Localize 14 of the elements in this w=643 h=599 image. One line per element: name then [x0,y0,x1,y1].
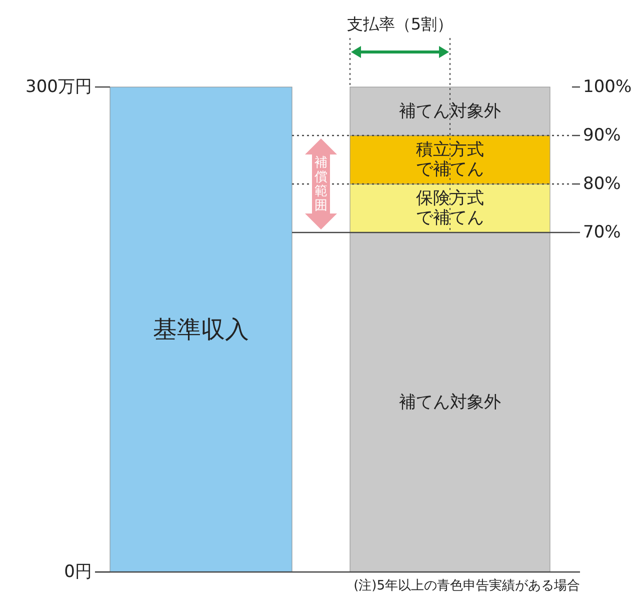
series-label: 補てん対象外 [399,101,501,122]
text: 支払率（5割） [346,14,454,34]
y-tick-label: 300万円 [26,77,92,97]
y2-tick-label: 90% [583,126,621,146]
y-tick-label: 0円 [64,562,92,582]
series-label: 基準収入 [153,316,249,344]
y2-tick-label: 80% [583,174,621,194]
y2-tick-label: 70% [583,222,621,242]
series-label: 保険方式で補てん [416,188,484,228]
text: (注)5年以上の青色申告実績がある場合 [354,578,580,594]
series-label: 積立方式で補てん [416,140,484,180]
y2-tick-label: 100% [583,77,632,97]
series-label: 補てん対象外 [399,392,501,412]
annotation: 補償範囲 [314,155,328,213]
